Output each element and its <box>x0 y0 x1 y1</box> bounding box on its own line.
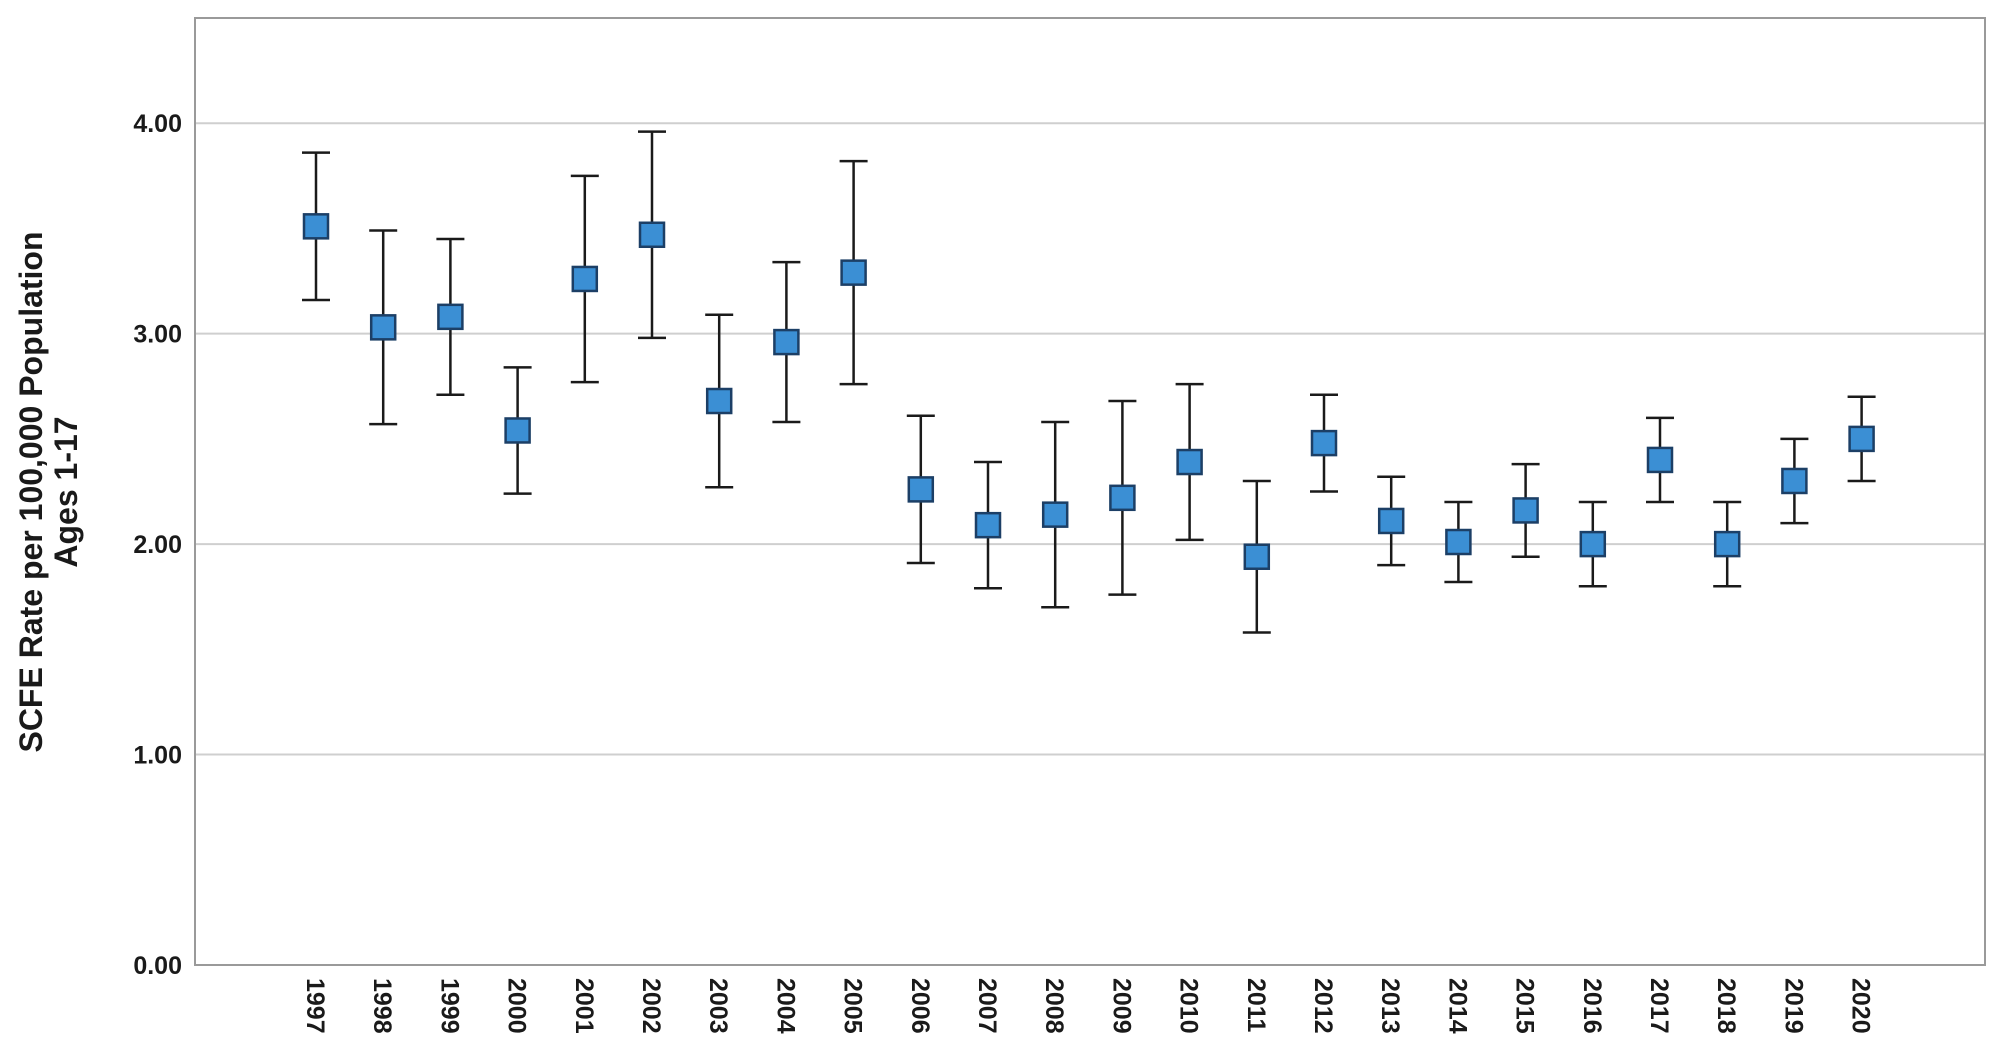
data-point-marker <box>840 259 867 286</box>
x-tick-label: 1997 <box>301 978 329 1034</box>
y-tick-label: 4.00 <box>133 110 182 138</box>
y-tick-label: 3.00 <box>133 321 182 349</box>
x-tick-label: 2004 <box>771 978 799 1034</box>
data-point-marker <box>1041 501 1069 528</box>
x-tick-label: 1999 <box>435 978 463 1034</box>
data-point-marker <box>369 314 397 341</box>
data-point-marker <box>437 303 464 331</box>
x-tick-label: 2011 <box>1242 978 1270 1032</box>
data-point-marker <box>302 213 330 240</box>
x-tick-label: 2016 <box>1578 978 1606 1034</box>
x-tick-labels: 1997 1998 1999 2000 2001 2002 2003 2004 2005 2006… <box>301 978 1875 1034</box>
x-tick-label: 2009 <box>1107 978 1135 1034</box>
y-tick-label: 2.00 <box>133 531 182 559</box>
data-point-marker <box>638 221 666 249</box>
data-point-marker <box>1377 507 1405 535</box>
data-point-marker <box>571 265 599 293</box>
x-tick-label: 1998 <box>368 978 396 1034</box>
x-tick-label: 2000 <box>503 978 531 1034</box>
y-axis-label-line-2: Ages 1-17 <box>48 416 84 567</box>
x-tick-label: 2005 <box>839 978 867 1034</box>
data-point-marker <box>1579 530 1607 558</box>
data-point-marker <box>1445 528 1472 556</box>
data-point-marker <box>504 417 531 444</box>
data-point-marker <box>773 328 800 356</box>
x-tick-label: 2006 <box>906 978 934 1034</box>
data-point-marker <box>1109 484 1136 512</box>
x-tick-label: 2020 <box>1847 978 1875 1034</box>
x-tick-label: 2013 <box>1376 978 1404 1034</box>
y-axis-label-line-1: SCFE Rate per 100,000 Population <box>13 231 49 752</box>
error-bars <box>302 130 1876 634</box>
y-tick-label: 1.00 <box>133 742 182 770</box>
data-point-marker <box>1848 425 1875 453</box>
data-point-marker <box>1646 446 1674 474</box>
y-tick-labels: 0.00 1.00 2.00 3.00 4.00 <box>133 110 182 980</box>
data-point-marker <box>907 476 935 503</box>
plot-frame <box>194 17 1986 966</box>
data-point-marker <box>1512 497 1539 524</box>
x-tick-label: 2002 <box>637 978 665 1034</box>
x-tick-label: 2010 <box>1175 978 1203 1034</box>
x-tick-label: 2001 <box>570 978 598 1034</box>
data-point-marker <box>705 387 733 415</box>
data-point-marker <box>974 511 1002 539</box>
data-point-marker <box>1243 543 1271 570</box>
x-tick-label: 2017 <box>1645 978 1673 1034</box>
data-point-marker <box>1310 429 1338 457</box>
data-point-marker <box>1781 467 1808 495</box>
y-tick-label: 0.00 <box>133 952 182 980</box>
data-markers <box>302 213 1875 570</box>
x-tick-label: 2014 <box>1443 978 1471 1034</box>
data-point-marker <box>1176 448 1203 476</box>
x-tick-label: 2007 <box>973 978 1001 1034</box>
x-tick-label: 2019 <box>1779 978 1807 1034</box>
x-tick-label: 2018 <box>1712 978 1740 1034</box>
x-tick-label: 2015 <box>1511 978 1539 1034</box>
data-point-marker <box>1713 530 1741 558</box>
gridlines <box>195 122 1985 756</box>
x-tick-label: 2012 <box>1309 978 1337 1034</box>
x-tick-label: 2008 <box>1040 978 1068 1034</box>
x-tick-label: 2003 <box>704 978 732 1034</box>
